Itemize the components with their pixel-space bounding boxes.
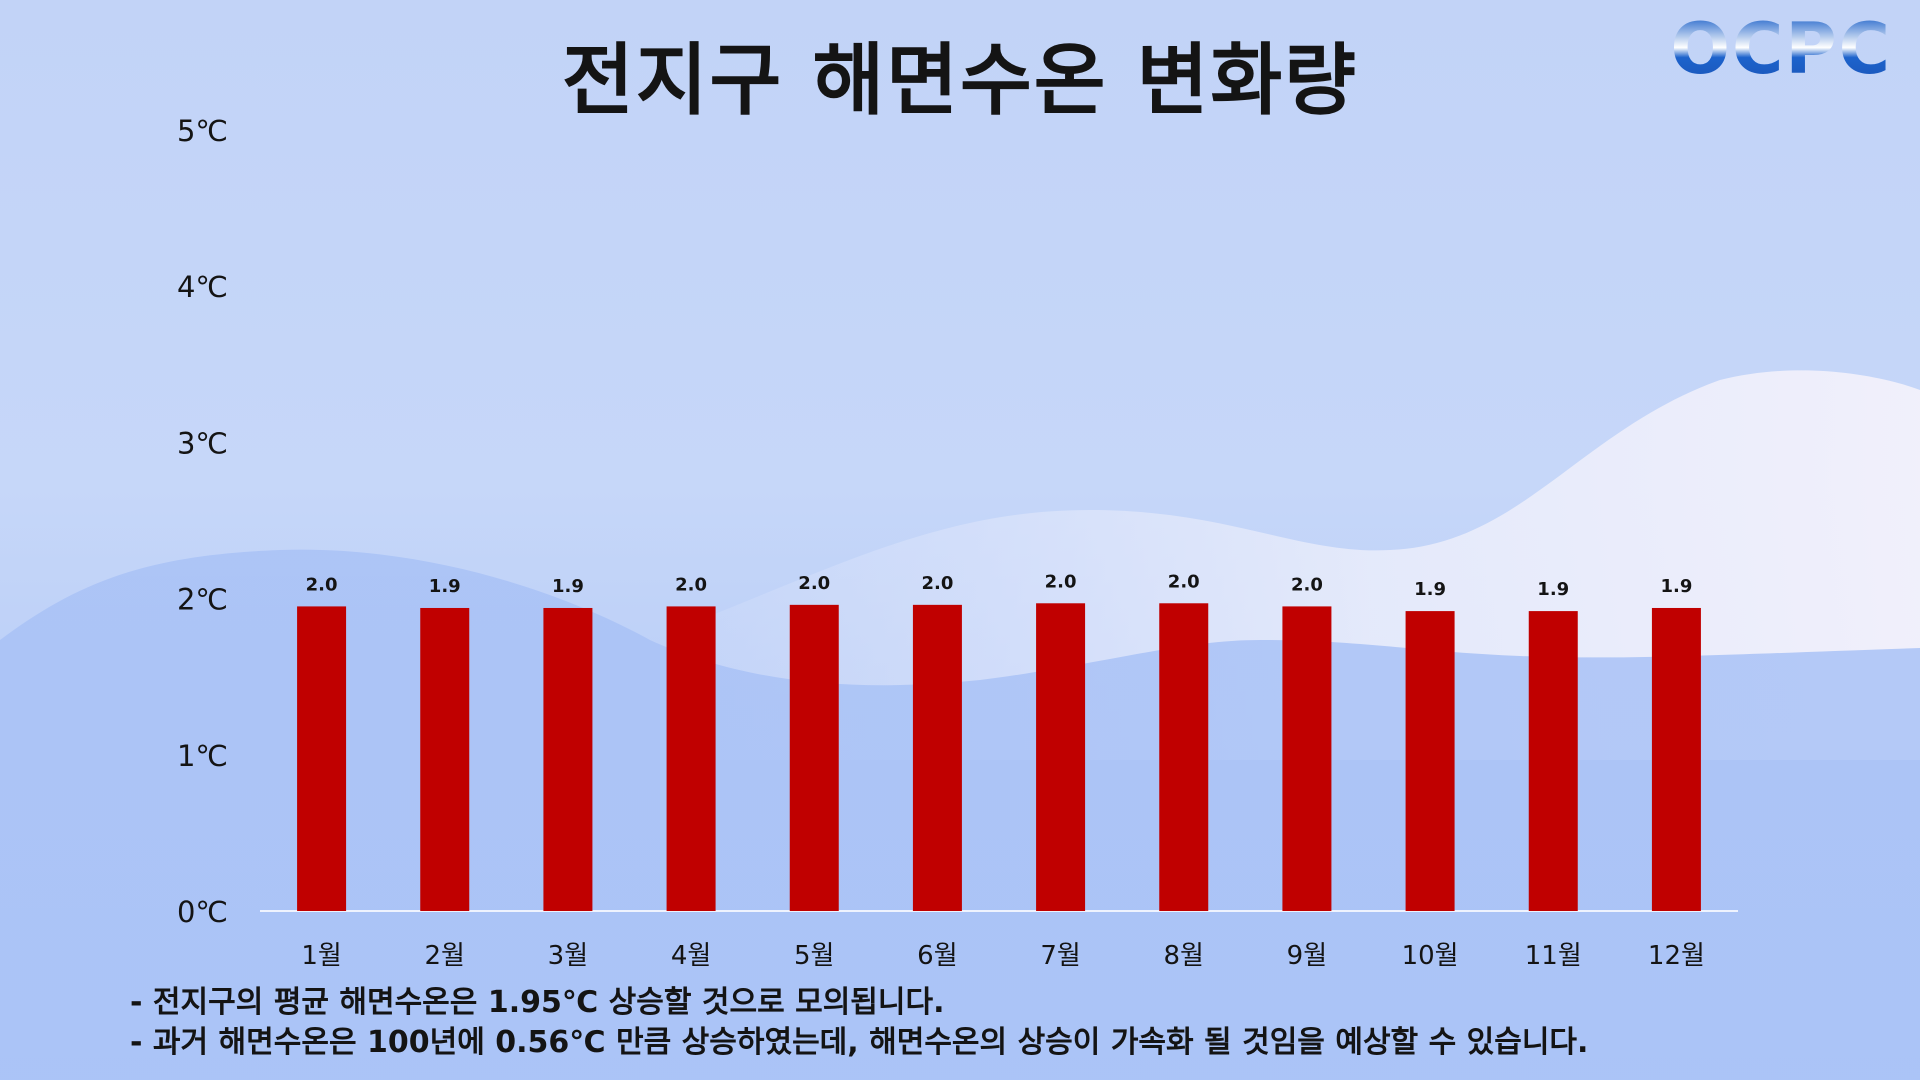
- data-label: 2.0: [306, 574, 338, 595]
- bar: [666, 606, 716, 911]
- data-label: 2.0: [798, 573, 830, 594]
- bar: [789, 604, 839, 911]
- bar: [1528, 611, 1578, 911]
- bar: [912, 604, 962, 911]
- data-label: 2.0: [675, 574, 707, 595]
- data-label: 2.0: [1168, 571, 1200, 592]
- data-label: 1.9: [552, 576, 584, 597]
- x-tick-label: 8월: [1164, 941, 1204, 971]
- notes: - 전지구의 평균 해면수온은 1.95℃ 상승할 것으로 모의됩니다. - 과…: [130, 983, 1588, 1063]
- data-label: 1.9: [429, 576, 461, 597]
- x-tick-label: 10월: [1402, 941, 1459, 971]
- x-tick-label: 4월: [671, 941, 711, 971]
- data-label: 2.0: [921, 573, 953, 594]
- bar: [1159, 603, 1209, 911]
- note-line-1: - 전지구의 평균 해면수온은 1.95℃ 상승할 것으로 모의됩니다.: [130, 985, 945, 1020]
- y-tick-label: 5℃: [177, 114, 228, 148]
- data-label: 1.9: [1414, 579, 1446, 600]
- data-label: 2.0: [1291, 574, 1323, 595]
- bar: [420, 607, 470, 911]
- y-tick-label: 2℃: [177, 583, 228, 617]
- bar: [1651, 607, 1701, 911]
- y-tick-label: 1℃: [177, 739, 228, 773]
- ocpc-logo: OCPC: [1670, 8, 1892, 90]
- bar: [1282, 606, 1332, 911]
- data-label: 1.9: [1660, 576, 1692, 597]
- data-label: 1.9: [1537, 579, 1569, 600]
- x-tick-label: 9월: [1287, 941, 1327, 971]
- y-tick-label: 3℃: [177, 426, 228, 460]
- y-tick-label: 4℃: [177, 270, 228, 304]
- note-line-2: - 과거 해면수온은 100년에 0.56℃ 만큼 상승하였는데, 해면수온의 …: [130, 1025, 1589, 1060]
- x-tick-label: 2월: [425, 941, 465, 971]
- x-tick-label: 1월: [301, 941, 341, 971]
- bar: [1036, 603, 1086, 911]
- x-tick-label: 12월: [1648, 941, 1705, 971]
- x-tick-label: 7월: [1040, 941, 1080, 971]
- bar: [543, 607, 593, 911]
- x-tick-label: 5월: [794, 941, 834, 971]
- data-label: 2.0: [1045, 571, 1077, 592]
- bar: [1405, 611, 1455, 911]
- y-tick-label: 0℃: [177, 895, 228, 929]
- x-tick-label: 11월: [1525, 941, 1582, 971]
- bar: [297, 606, 347, 911]
- page-title: 전지구 해면수온 변화량: [562, 36, 1358, 126]
- x-tick-label: 3월: [548, 941, 588, 971]
- x-tick-label: 6월: [917, 941, 957, 971]
